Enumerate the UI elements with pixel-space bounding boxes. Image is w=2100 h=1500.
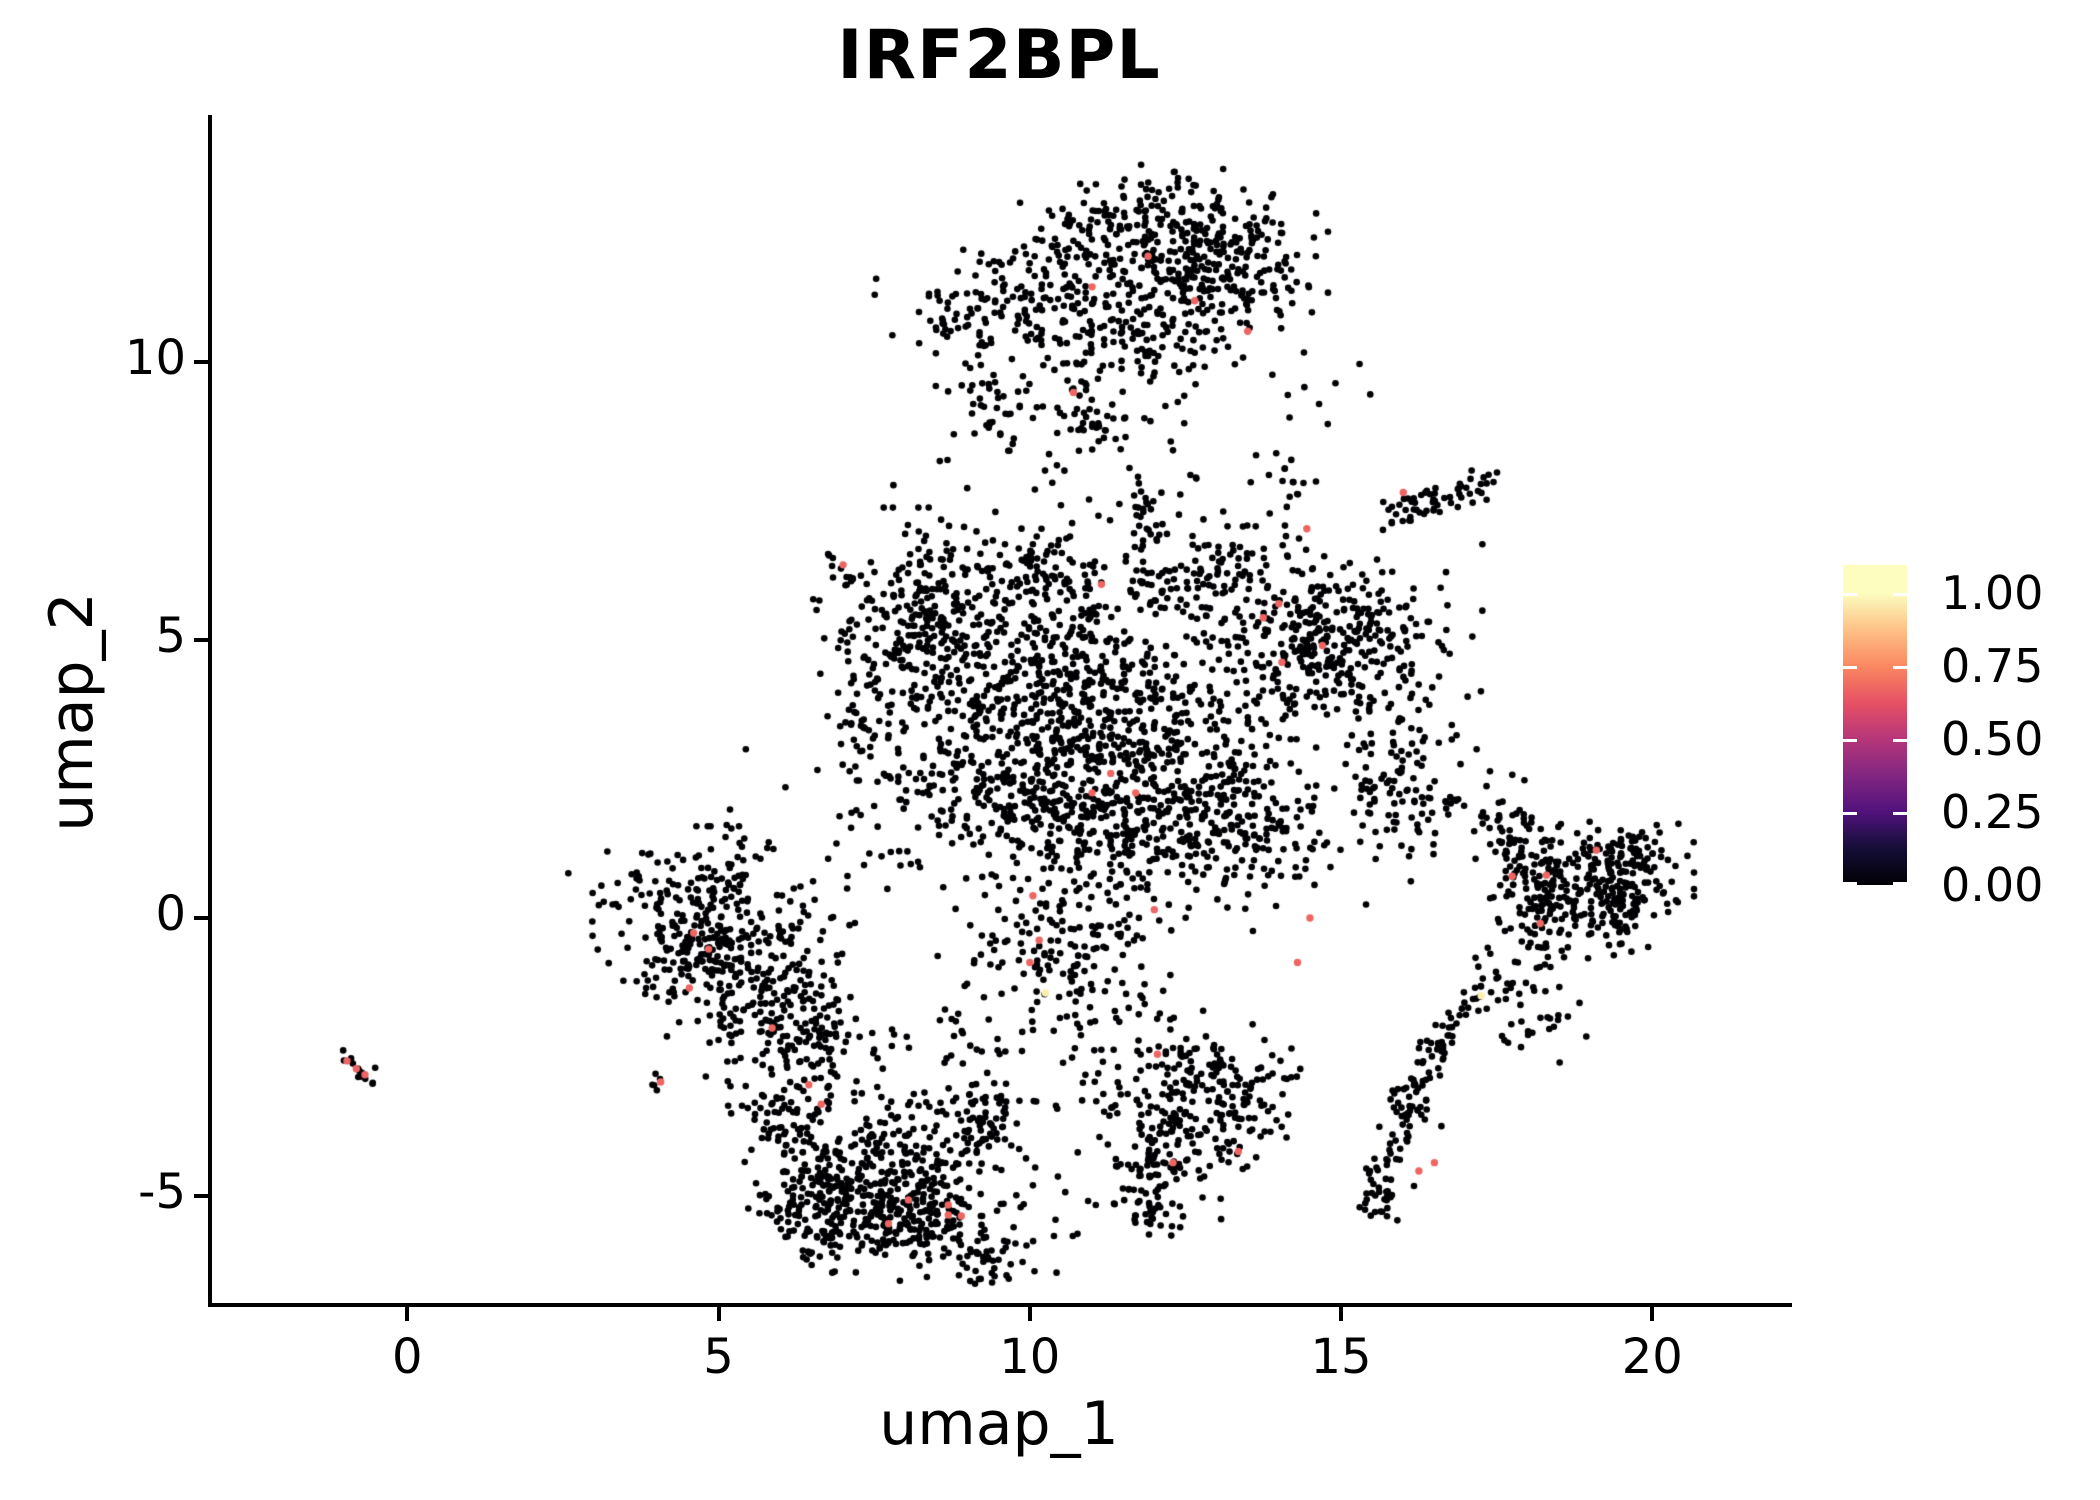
y-tick-mark <box>194 1194 210 1198</box>
colorbar-tick-label: 0.00 <box>1941 858 2044 912</box>
colorbar-tick-right <box>1893 666 1907 669</box>
x-tick-mark <box>716 1305 721 1321</box>
x-tick-label: 20 <box>1621 1329 1683 1385</box>
colorbar-tick-label: 0.50 <box>1941 712 2044 766</box>
y-tick-label: 0 <box>155 885 186 942</box>
x-tick-label: 15 <box>1310 1329 1372 1385</box>
x-tick-mark <box>405 1305 410 1321</box>
y-tick-mark <box>194 359 210 364</box>
y-axis-line <box>208 115 212 1307</box>
colorbar-tick-left <box>1843 593 1857 596</box>
x-axis-line <box>210 1303 1792 1307</box>
x-tick-mark <box>1650 1305 1655 1321</box>
colorbar-tick-left <box>1843 812 1857 815</box>
x-tick-label: 5 <box>703 1329 734 1385</box>
y-tick-label: -5 <box>138 1164 186 1220</box>
x-axis-title: umap_1 <box>879 1389 1119 1459</box>
colorbar-tick-right <box>1893 593 1907 596</box>
colorbar-tick-left <box>1843 666 1857 669</box>
y-tick-mark <box>194 915 210 920</box>
y-tick-label: 10 <box>124 329 186 386</box>
colorbar-tick-right <box>1893 739 1907 742</box>
page-title: IRF2BPL <box>837 16 1161 95</box>
colorbar-tick-right <box>1893 882 1907 885</box>
colorbar-tick-label: 0.25 <box>1941 785 2044 839</box>
x-tick-mark <box>1027 1305 1032 1321</box>
colorbar-tick-left <box>1843 739 1857 742</box>
x-tick-label: 0 <box>392 1329 423 1385</box>
colorbar-tick-label: 1.00 <box>1941 566 2044 620</box>
y-tick-mark <box>194 637 210 642</box>
y-tick-label: 5 <box>155 607 186 664</box>
colorbar-gradient <box>1843 565 1907 885</box>
colorbar-tick-left <box>1843 882 1857 885</box>
umap-scatter-canvas <box>210 115 1788 1305</box>
colorbar-tick-right <box>1893 812 1907 815</box>
colorbar-tick-label: 0.75 <box>1941 639 2044 693</box>
x-tick-mark <box>1339 1305 1344 1321</box>
x-tick-label: 10 <box>999 1329 1061 1385</box>
